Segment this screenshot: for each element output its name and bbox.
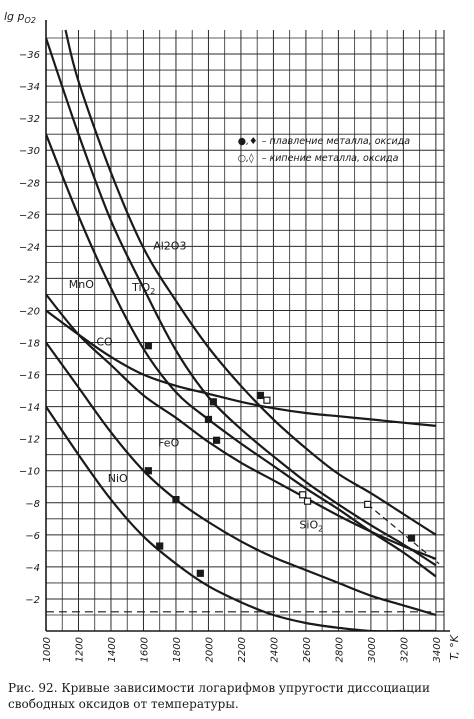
marker-boiling	[299, 491, 307, 499]
series-label-co: CO	[96, 336, 113, 349]
legend-symbol-1: ○,◊	[238, 153, 254, 164]
marker-melting	[204, 415, 213, 424]
x-tick-label: 1200	[74, 637, 85, 662]
x-tick-label: 1800	[172, 637, 183, 662]
marker-melting	[196, 569, 204, 577]
x-tick-label: 2800	[334, 637, 345, 662]
marker-melting	[144, 467, 152, 475]
y-tick-label: −28	[19, 178, 40, 189]
series-line-feo	[46, 341, 437, 617]
x-tick-label: 2400	[269, 637, 280, 662]
marker-melting	[407, 534, 416, 542]
x-axis-label: T, °K	[448, 634, 461, 660]
marker-melting	[209, 398, 217, 406]
y-tick-label: −30	[19, 146, 40, 157]
y-tick-label: −10	[19, 467, 40, 478]
legend-text-0: – плавление металла, оксида	[262, 136, 411, 147]
series-line-co	[46, 309, 437, 427]
series-label-sio2: SiO2	[299, 518, 323, 533]
series-line-sio2	[46, 293, 437, 560]
x-tick-label: 3400	[432, 637, 443, 662]
y-axis-label: lg pO2	[4, 10, 36, 25]
series-group	[46, 29, 444, 631]
y-tick-label: −12	[19, 435, 40, 446]
y-tick-label: −22	[19, 274, 40, 285]
labels-group: Al2O3 TiO2 MnO CO SiO2 FeO NiO	[69, 240, 323, 534]
series-line-tio2	[46, 37, 437, 567]
x-tick-label: 2000	[204, 637, 215, 662]
x-tick-label: 3000	[367, 637, 378, 662]
series-label-nio: NiO	[108, 472, 128, 485]
y-tick-label: −8	[25, 499, 40, 510]
y-tick-label: −2	[25, 595, 40, 606]
marker-melting	[144, 342, 152, 350]
series-line-extension	[367, 503, 440, 565]
y-tick-label: −26	[19, 210, 40, 221]
y-tick-label: −34	[19, 82, 40, 93]
marker-boiling	[364, 500, 372, 508]
markers-group	[144, 342, 416, 577]
legend: ●,♦ – плавление металла, оксида ○,◊ – кипен…	[238, 136, 411, 164]
series-label-al2o3: Al2O3	[153, 240, 186, 253]
y-tick-label: −14	[19, 403, 40, 414]
marker-melting	[212, 436, 221, 444]
x-tick-label: 3200	[399, 637, 410, 662]
x-tick-label: 1600	[139, 637, 150, 662]
x-tick-label: 2200	[237, 637, 248, 662]
y-tick-label: −6	[25, 531, 40, 542]
y-tick-label: −16	[19, 371, 40, 382]
series-line-nio	[46, 405, 436, 631]
legend-symbol-0: ●,♦	[238, 136, 258, 147]
marker-boiling	[263, 396, 271, 404]
marker-melting	[156, 542, 164, 550]
y-tick-label: −36	[19, 50, 40, 61]
series-line-al2o3	[64, 29, 437, 536]
x-tick-label: 2600	[302, 637, 313, 662]
axes: −2 −4 −6 −8 −10 −12 −14 −16 −18 −20 −22 −24 −26 −28 −3…	[4, 10, 461, 662]
y-tick-label: −20	[19, 306, 40, 317]
y-tick-label: −32	[19, 114, 40, 125]
marker-boiling	[303, 497, 312, 505]
marker-melting	[256, 391, 265, 400]
x-tick-label: 1000	[42, 637, 53, 662]
series-label-tio2: TiO2	[131, 281, 155, 296]
legend-text-1: – кипение металла, оксида	[262, 153, 399, 164]
marker-melting	[172, 495, 180, 504]
series-label-mno: MnO	[69, 278, 94, 291]
y-tick-label: −4	[25, 563, 40, 574]
y-tick-label: −18	[19, 339, 40, 350]
grid	[45, 30, 444, 631]
series-label-feo: FeO	[158, 437, 179, 450]
y-tick-label: −24	[19, 242, 40, 253]
figure-caption: Рис. 92. Кривые зависимости логарифмов у…	[8, 681, 431, 711]
x-tick-label: 1400	[107, 637, 118, 662]
